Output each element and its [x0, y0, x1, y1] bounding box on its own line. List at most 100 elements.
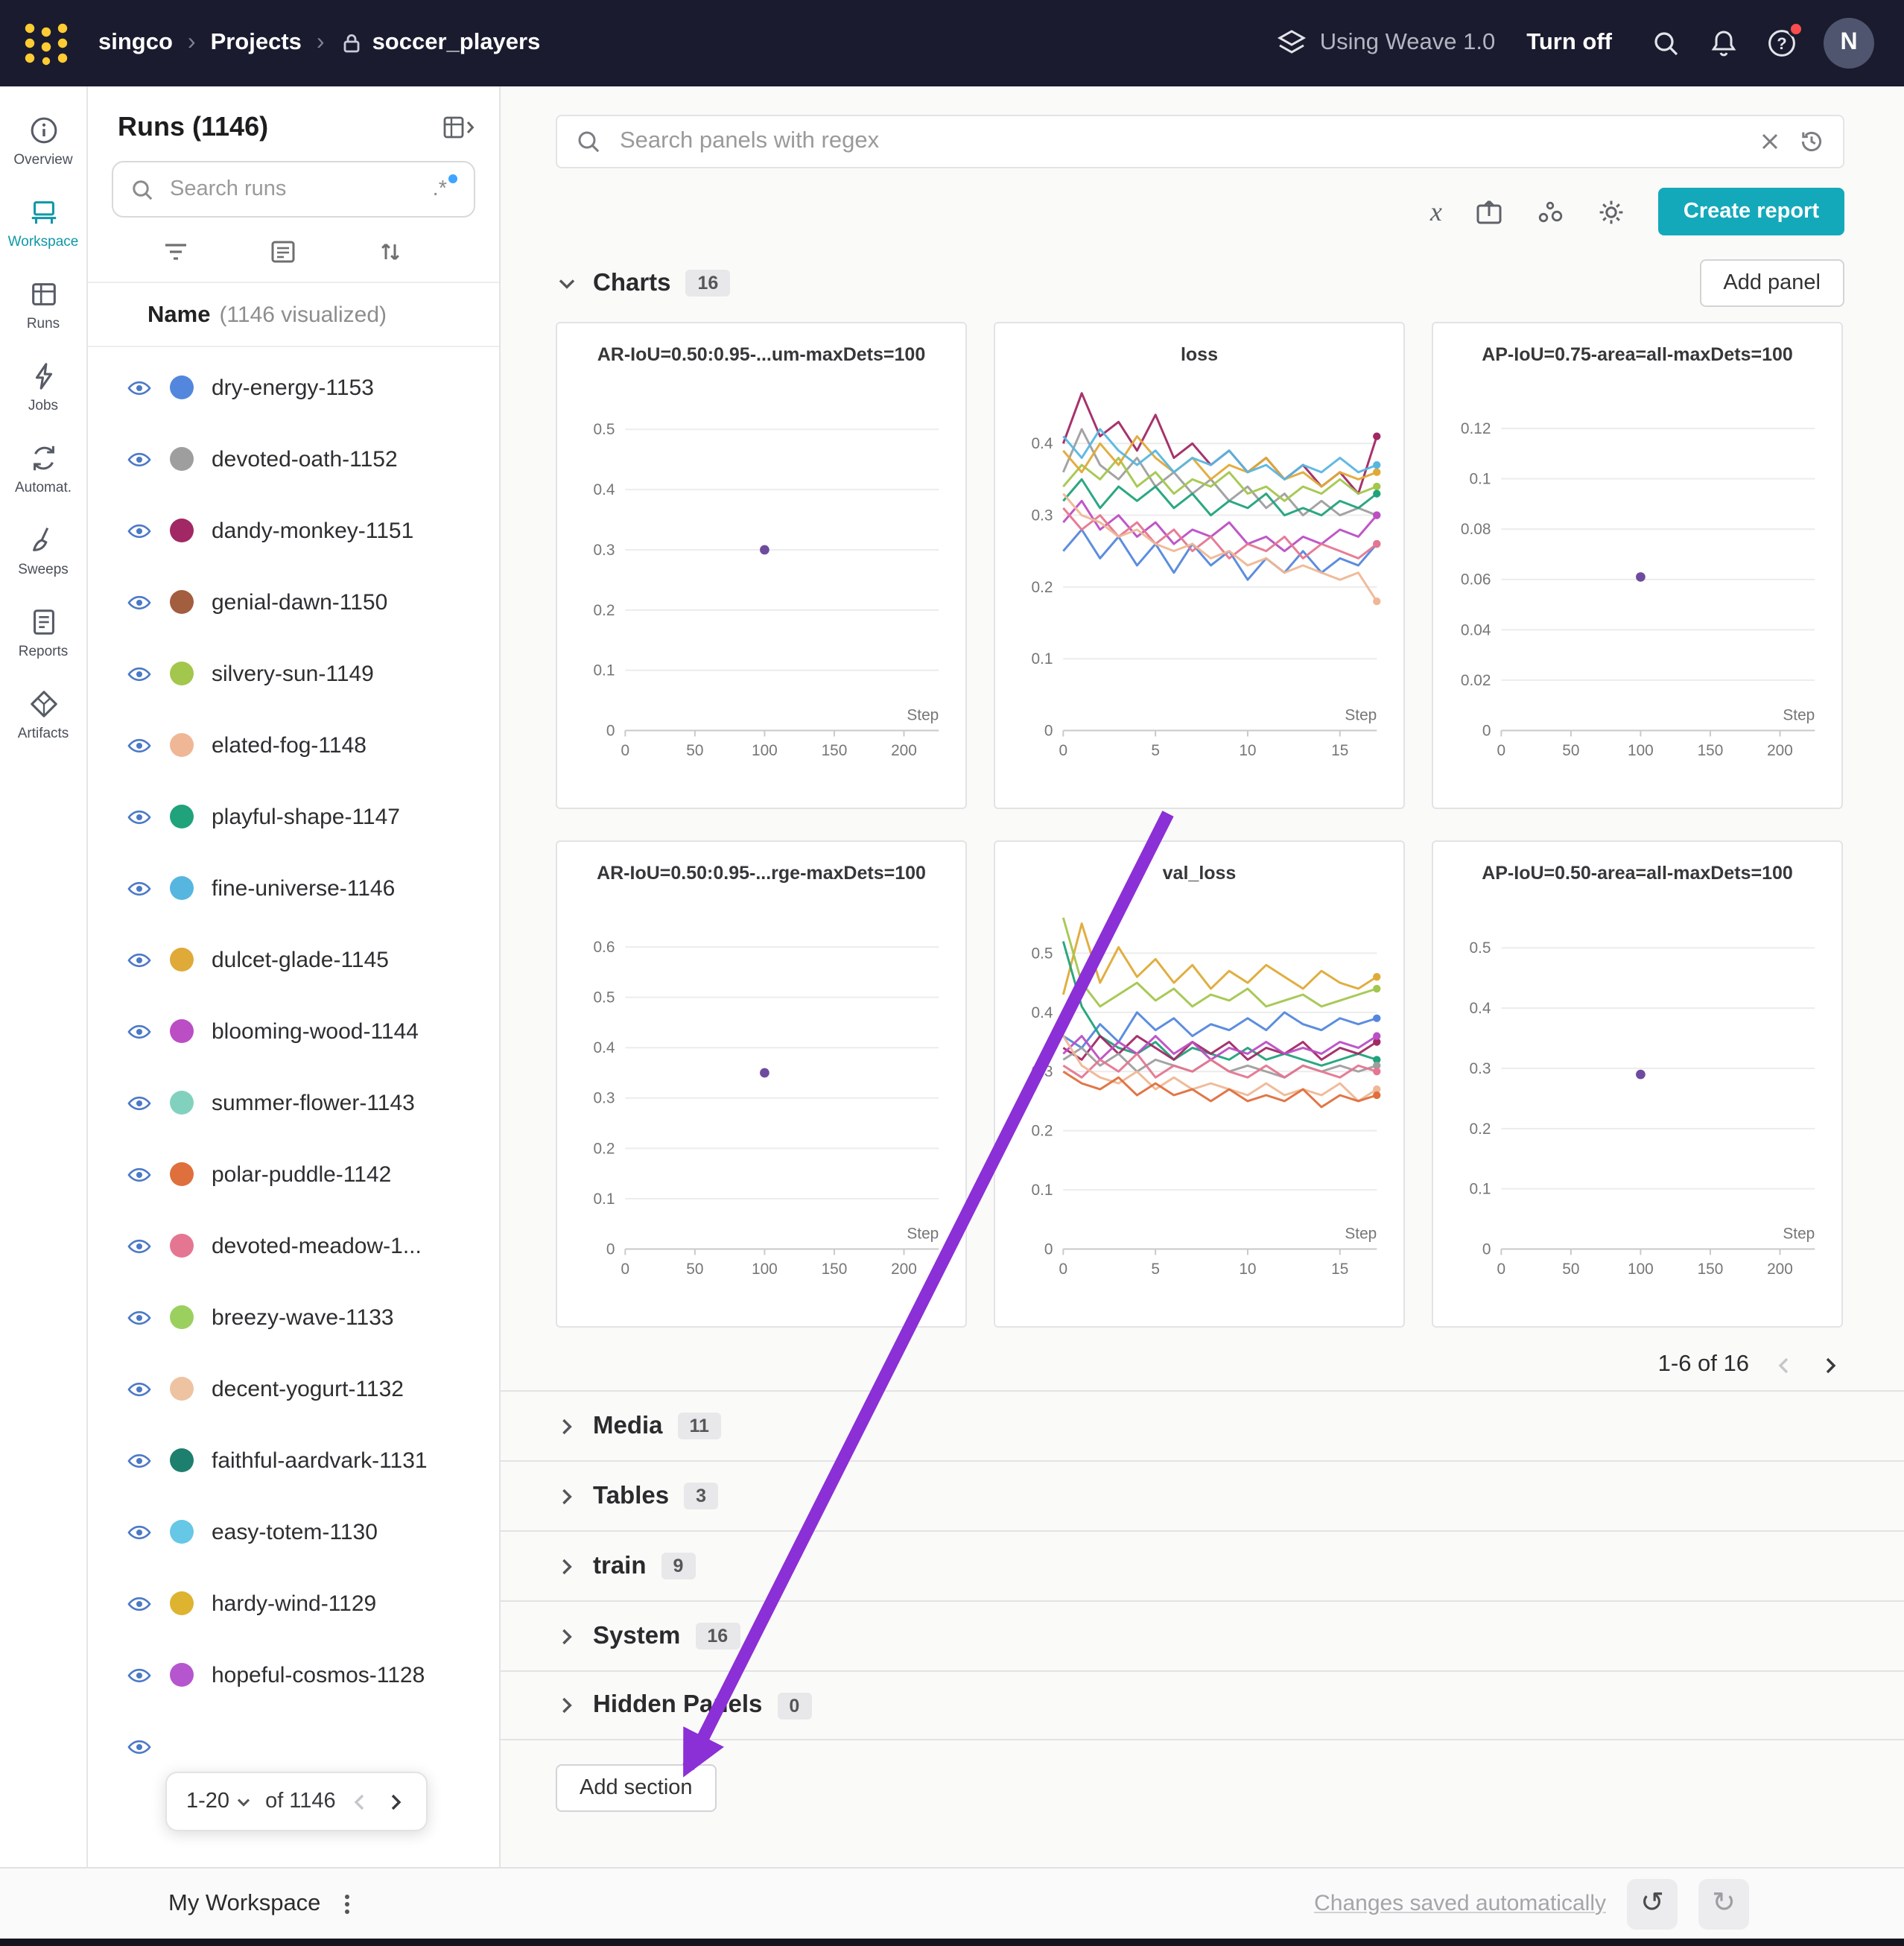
run-name[interactable]: blooming-wood-1144 [212, 1018, 419, 1044]
run-list-item[interactable]: dulcet-glade-1145 [88, 924, 499, 995]
panel-search-input[interactable] [617, 127, 1742, 156]
run-name[interactable]: hopeful-cosmos-1128 [212, 1662, 425, 1687]
visibility-eye-icon[interactable] [127, 804, 152, 829]
undo-button[interactable]: ↺ [1627, 1878, 1678, 1929]
run-name[interactable]: devoted-meadow-1... [212, 1233, 422, 1258]
run-name[interactable]: polar-puddle-1142 [212, 1161, 392, 1187]
run-name[interactable]: easy-totem-1130 [212, 1519, 378, 1544]
chart-panel[interactable]: AP-IoU=0.50-area=all-maxDets=100 0 0.1 0.2… [1432, 840, 1843, 1328]
run-list-item[interactable]: devoted-oath-1152 [88, 423, 499, 495]
run-list-item[interactable]: decent-yogurt-1132 [88, 1353, 499, 1424]
run-list-item[interactable]: polar-puddle-1142 [88, 1138, 499, 1210]
run-name[interactable]: breezy-wave-1133 [212, 1305, 394, 1330]
chart-panel[interactable]: loss 0 0.1 0.2 0.3 0.4 0 5 10 15 Step [994, 322, 1405, 809]
run-name[interactable]: silvery-sun-1149 [212, 661, 374, 686]
expand-runs-table-icon[interactable] [442, 115, 475, 140]
run-list-item[interactable]: blooming-wood-1144 [88, 995, 499, 1067]
run-name[interactable]: devoted-oath-1152 [212, 446, 398, 472]
x-axis-settings-icon[interactable]: x [1429, 197, 1442, 226]
chart-panel[interactable]: AP-IoU=0.75-area=all-maxDets=100 0 0.02 0.… [1432, 322, 1843, 809]
visibility-eye-icon[interactable] [127, 1376, 152, 1401]
run-list-item[interactable]: easy-totem-1130 [88, 1496, 499, 1568]
run-list-item[interactable]: dry-energy-1153 [88, 352, 499, 423]
run-list-item[interactable]: summer-flower-1143 [88, 1067, 499, 1138]
visibility-eye-icon[interactable] [127, 446, 152, 472]
sidebar-item-reports[interactable]: Reports [0, 602, 86, 665]
create-report-button[interactable]: Create report [1657, 188, 1844, 235]
run-list-item[interactable]: playful-shape-1147 [88, 781, 499, 852]
visibility-eye-icon[interactable] [127, 1734, 152, 1759]
run-name[interactable]: dulcet-glade-1145 [212, 947, 389, 972]
previous-charts-page-button[interactable] [1773, 1354, 1795, 1376]
visibility-eye-icon[interactable] [127, 1662, 152, 1687]
visibility-eye-icon[interactable] [127, 1233, 152, 1258]
settings-gear-icon[interactable] [1597, 197, 1625, 226]
run-name[interactable]: genial-dawn-1150 [212, 589, 388, 615]
visibility-eye-icon[interactable] [127, 732, 152, 758]
chart-panel[interactable]: val_loss 0 0.1 0.2 0.3 0.4 0.5 0 5 10 15 Step [994, 840, 1405, 1328]
notifications-bell-icon[interactable] [1707, 27, 1740, 60]
filter-funnel-icon[interactable] [162, 238, 189, 265]
run-name[interactable]: faithful-aardvark-1131 [212, 1448, 428, 1473]
sidebar-item-runs[interactable]: Runs [0, 274, 86, 337]
visibility-eye-icon[interactable] [127, 1591, 152, 1616]
run-list-item[interactable]: genial-dawn-1150 [88, 566, 499, 638]
section-row-system[interactable]: System 16 [501, 1600, 1904, 1670]
run-name[interactable]: hardy-wind-1129 [212, 1591, 377, 1616]
previous-page-button[interactable] [349, 1790, 372, 1813]
visibility-eye-icon[interactable] [127, 518, 152, 543]
visibility-eye-icon[interactable] [127, 1090, 152, 1115]
run-name[interactable]: summer-flower-1143 [212, 1090, 415, 1115]
wandb-logo[interactable] [21, 21, 72, 66]
run-list-item[interactable]: breezy-wave-1133 [88, 1281, 499, 1353]
run-list-item[interactable]: silvery-sun-1149 [88, 638, 499, 709]
visibility-eye-icon[interactable] [127, 1161, 152, 1187]
clear-search-icon[interactable] [1757, 128, 1783, 155]
visibility-eye-icon[interactable] [127, 661, 152, 686]
add-section-button[interactable]: Add section [556, 1764, 717, 1812]
sort-arrows-icon[interactable] [377, 238, 404, 265]
visibility-eye-icon[interactable] [127, 875, 152, 901]
workspace-name-label[interactable]: My Workspace [168, 1890, 321, 1915]
visibility-eye-icon[interactable] [127, 375, 152, 400]
add-panel-button[interactable]: Add panel [1699, 259, 1844, 307]
run-name[interactable]: dandy-monkey-1151 [212, 518, 414, 543]
run-list-item[interactable]: devoted-meadow-1... [88, 1210, 499, 1281]
section-row-train[interactable]: train 9 [501, 1530, 1904, 1600]
run-list-item[interactable]: fine-universe-1146 [88, 852, 499, 924]
sidebar-item-automations[interactable]: Automat. [0, 438, 86, 501]
next-page-button[interactable] [385, 1790, 407, 1813]
export-panel-icon[interactable] [1475, 197, 1503, 226]
section-row-media[interactable]: Media 11 [501, 1390, 1904, 1460]
group-list-icon[interactable] [270, 238, 296, 265]
breadcrumb-org[interactable]: singco [98, 30, 173, 55]
run-list-item[interactable]: hardy-wind-1129 [88, 1568, 499, 1639]
search-icon[interactable] [1649, 27, 1682, 60]
chart-panel[interactable]: AR-IoU=0.50:0.95-...rge-maxDets=100 0 0.1… [556, 840, 967, 1328]
visibility-eye-icon[interactable] [127, 1519, 152, 1544]
breadcrumb-projects[interactable]: Projects [210, 30, 302, 55]
regex-toggle[interactable]: .* [433, 174, 457, 201]
history-icon[interactable] [1798, 128, 1825, 155]
visibility-eye-icon[interactable] [127, 1018, 152, 1044]
run-list-item[interactable]: hopeful-cosmos-1128 [88, 1639, 499, 1711]
section-row-hidden-panels[interactable]: Hidden Panels 0 [501, 1670, 1904, 1740]
page-size-dropdown[interactable]: 1-20 [186, 1790, 252, 1813]
sidebar-item-workspace[interactable]: Workspace [0, 192, 86, 255]
section-title[interactable]: Charts [593, 269, 671, 296]
run-name[interactable]: dry-energy-1153 [212, 375, 374, 400]
run-list-item[interactable]: elated-fog-1148 [88, 709, 499, 781]
sidebar-item-overview[interactable]: Overview [0, 110, 86, 173]
redo-button[interactable]: ↻ [1698, 1878, 1749, 1929]
run-name[interactable]: fine-universe-1146 [212, 875, 396, 901]
section-row-tables[interactable]: Tables 3 [501, 1460, 1904, 1530]
breadcrumb-project[interactable]: soccer_players [372, 30, 541, 55]
workspace-menu-kebab-icon[interactable] [335, 1892, 359, 1915]
run-list-item[interactable]: dandy-monkey-1151 [88, 495, 499, 566]
user-avatar[interactable]: N [1824, 18, 1874, 69]
run-name[interactable]: playful-shape-1147 [212, 804, 400, 829]
run-list-item[interactable] [88, 1711, 499, 1782]
visibility-eye-icon[interactable] [127, 1448, 152, 1473]
run-name[interactable]: elated-fog-1148 [212, 732, 366, 758]
sidebar-item-jobs[interactable]: Jobs [0, 356, 86, 419]
